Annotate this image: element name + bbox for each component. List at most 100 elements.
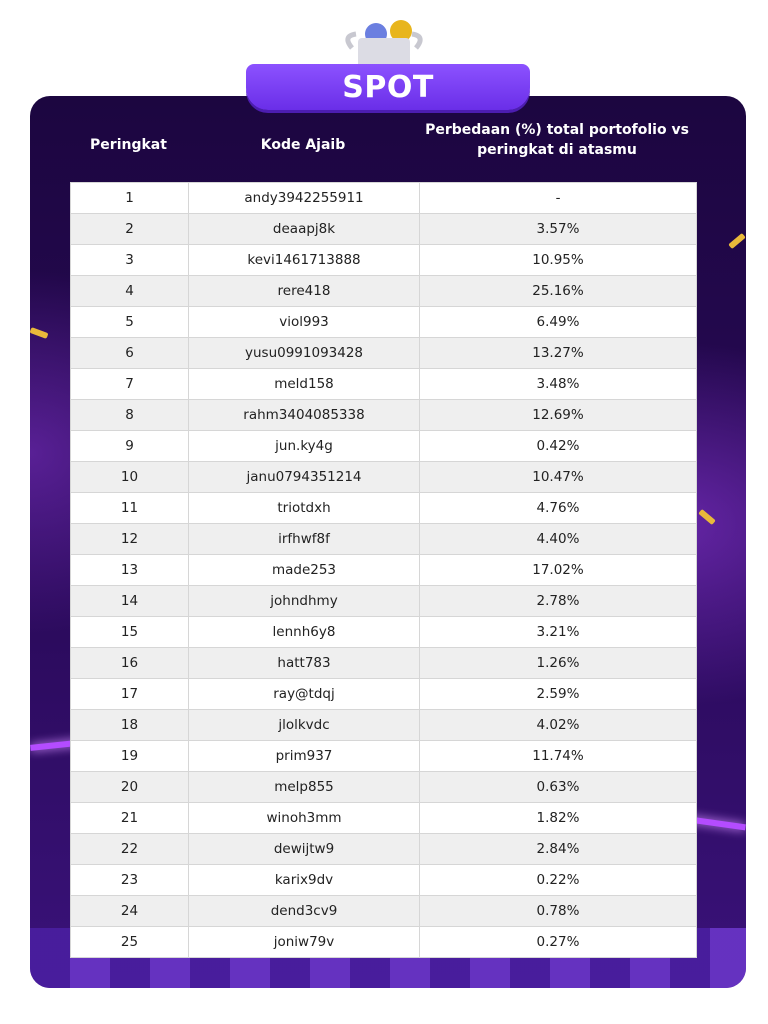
cell-code: prim937 (188, 740, 420, 772)
cell-rank: 24 (70, 895, 189, 927)
cell-code: melp855 (188, 771, 420, 803)
table-row: 15 lennh6y8 3.21% (70, 616, 697, 648)
cell-code: irfhwf8f (188, 523, 420, 555)
table-row: 21 winoh3mm 1.82% (70, 802, 697, 834)
table-row: 6 yusu0991093428 13.27% (70, 337, 697, 369)
table-row: 10 janu0794351214 10.47% (70, 461, 697, 493)
cell-diff: 0.22% (419, 864, 697, 896)
table-row: 23 karix9dv 0.22% (70, 864, 697, 896)
cell-code: hatt783 (188, 647, 420, 679)
cell-rank: 16 (70, 647, 189, 679)
cell-code: triotdxh (188, 492, 420, 524)
cell-diff: 3.21% (419, 616, 697, 648)
cell-diff: 12.69% (419, 399, 697, 431)
cell-diff: 13.27% (419, 337, 697, 369)
cell-rank: 1 (70, 182, 189, 214)
cell-diff: 10.95% (419, 244, 697, 276)
cell-code: meld158 (188, 368, 420, 400)
cell-code: karix9dv (188, 864, 420, 896)
table-row: 18 jlolkvdc 4.02% (70, 709, 697, 741)
cell-code: made253 (188, 554, 420, 586)
cell-rank: 4 (70, 275, 189, 307)
cell-rank: 17 (70, 678, 189, 710)
cell-diff: 0.42% (419, 430, 697, 462)
cell-rank: 7 (70, 368, 189, 400)
cell-diff: 3.48% (419, 368, 697, 400)
table-row: 14 johndhmy 2.78% (70, 585, 697, 617)
table-row: 16 hatt783 1.26% (70, 647, 697, 679)
cell-rank: 18 (70, 709, 189, 741)
cell-rank: 22 (70, 833, 189, 865)
confetti (728, 232, 746, 250)
confetti (30, 327, 49, 339)
table-row: 3 kevi1461713888 10.95% (70, 244, 697, 276)
cell-diff: 4.02% (419, 709, 697, 741)
cell-rank: 20 (70, 771, 189, 803)
cell-code: andy3942255911 (188, 182, 420, 214)
header-diff: Perbedaan (%) total portofolio vs pering… (425, 122, 689, 158)
cell-rank: 11 (70, 492, 189, 524)
cell-code: jun.ky4g (188, 430, 420, 462)
cell-rank: 12 (70, 523, 189, 555)
cell-diff: 2.84% (419, 833, 697, 865)
table-row: 4 rere418 25.16% (70, 275, 697, 307)
cell-code: johndhmy (188, 585, 420, 617)
cell-code: jlolkvdc (188, 709, 420, 741)
cell-rank: 3 (70, 244, 189, 276)
cell-code: ray@tdqj (188, 678, 420, 710)
table-row: 22 dewijtw9 2.84% (70, 833, 697, 865)
cell-diff: 2.78% (419, 585, 697, 617)
table-row: 19 prim937 11.74% (70, 740, 697, 772)
cell-code: rahm3404085338 (188, 399, 420, 431)
confetti (698, 508, 716, 526)
cell-diff: 3.57% (419, 213, 697, 245)
cell-diff: - (419, 182, 697, 214)
cell-rank: 13 (70, 554, 189, 586)
cell-diff: 6.49% (419, 306, 697, 338)
cell-rank: 10 (70, 461, 189, 493)
table-row: 12 irfhwf8f 4.40% (70, 523, 697, 555)
cell-diff: 17.02% (419, 554, 697, 586)
cell-code: joniw79v (188, 926, 420, 958)
table-row: 25 joniw79v 0.27% (70, 926, 697, 958)
cell-code: janu0794351214 (188, 461, 420, 493)
cell-code: deaapj8k (188, 213, 420, 245)
cell-diff: 4.76% (419, 492, 697, 524)
cell-diff: 11.74% (419, 740, 697, 772)
cell-diff: 0.63% (419, 771, 697, 803)
cell-rank: 2 (70, 213, 189, 245)
cell-rank: 15 (70, 616, 189, 648)
spot-banner: SPOT (246, 64, 530, 110)
cell-diff: 2.59% (419, 678, 697, 710)
cell-rank: 23 (70, 864, 189, 896)
cell-rank: 6 (70, 337, 189, 369)
table-row: 17 ray@tdqj 2.59% (70, 678, 697, 710)
cell-code: kevi1461713888 (188, 244, 420, 276)
table-row: 8 rahm3404085338 12.69% (70, 399, 697, 431)
table-row: 1 andy3942255911- (70, 182, 697, 214)
table-row: 13 made253 17.02% (70, 554, 697, 586)
cell-diff: 25.16% (419, 275, 697, 307)
cell-rank: 25 (70, 926, 189, 958)
table-row: 7 meld158 3.48% (70, 368, 697, 400)
cell-code: dend3cv9 (188, 895, 420, 927)
cell-diff: 0.78% (419, 895, 697, 927)
cell-diff: 1.26% (419, 647, 697, 679)
cell-rank: 19 (70, 740, 189, 772)
cell-code: lennh6y8 (188, 616, 420, 648)
cell-diff: 10.47% (419, 461, 697, 493)
table-row: 24 dend3cv9 0.78% (70, 895, 697, 927)
cell-diff: 1.82% (419, 802, 697, 834)
cell-diff: 4.40% (419, 523, 697, 555)
cell-diff: 0.27% (419, 926, 697, 958)
cell-rank: 8 (70, 399, 189, 431)
cell-code: yusu0991093428 (188, 337, 420, 369)
cell-code: rere418 (188, 275, 420, 307)
table-row: 20 melp855 0.63% (70, 771, 697, 803)
cell-rank: 5 (70, 306, 189, 338)
table-row: 2 deaapj8k 3.57% (70, 213, 697, 245)
cell-rank: 9 (70, 430, 189, 462)
cell-code: viol993 (188, 306, 420, 338)
cell-rank: 21 (70, 802, 189, 834)
header-code: Kode Ajaib (260, 137, 346, 153)
